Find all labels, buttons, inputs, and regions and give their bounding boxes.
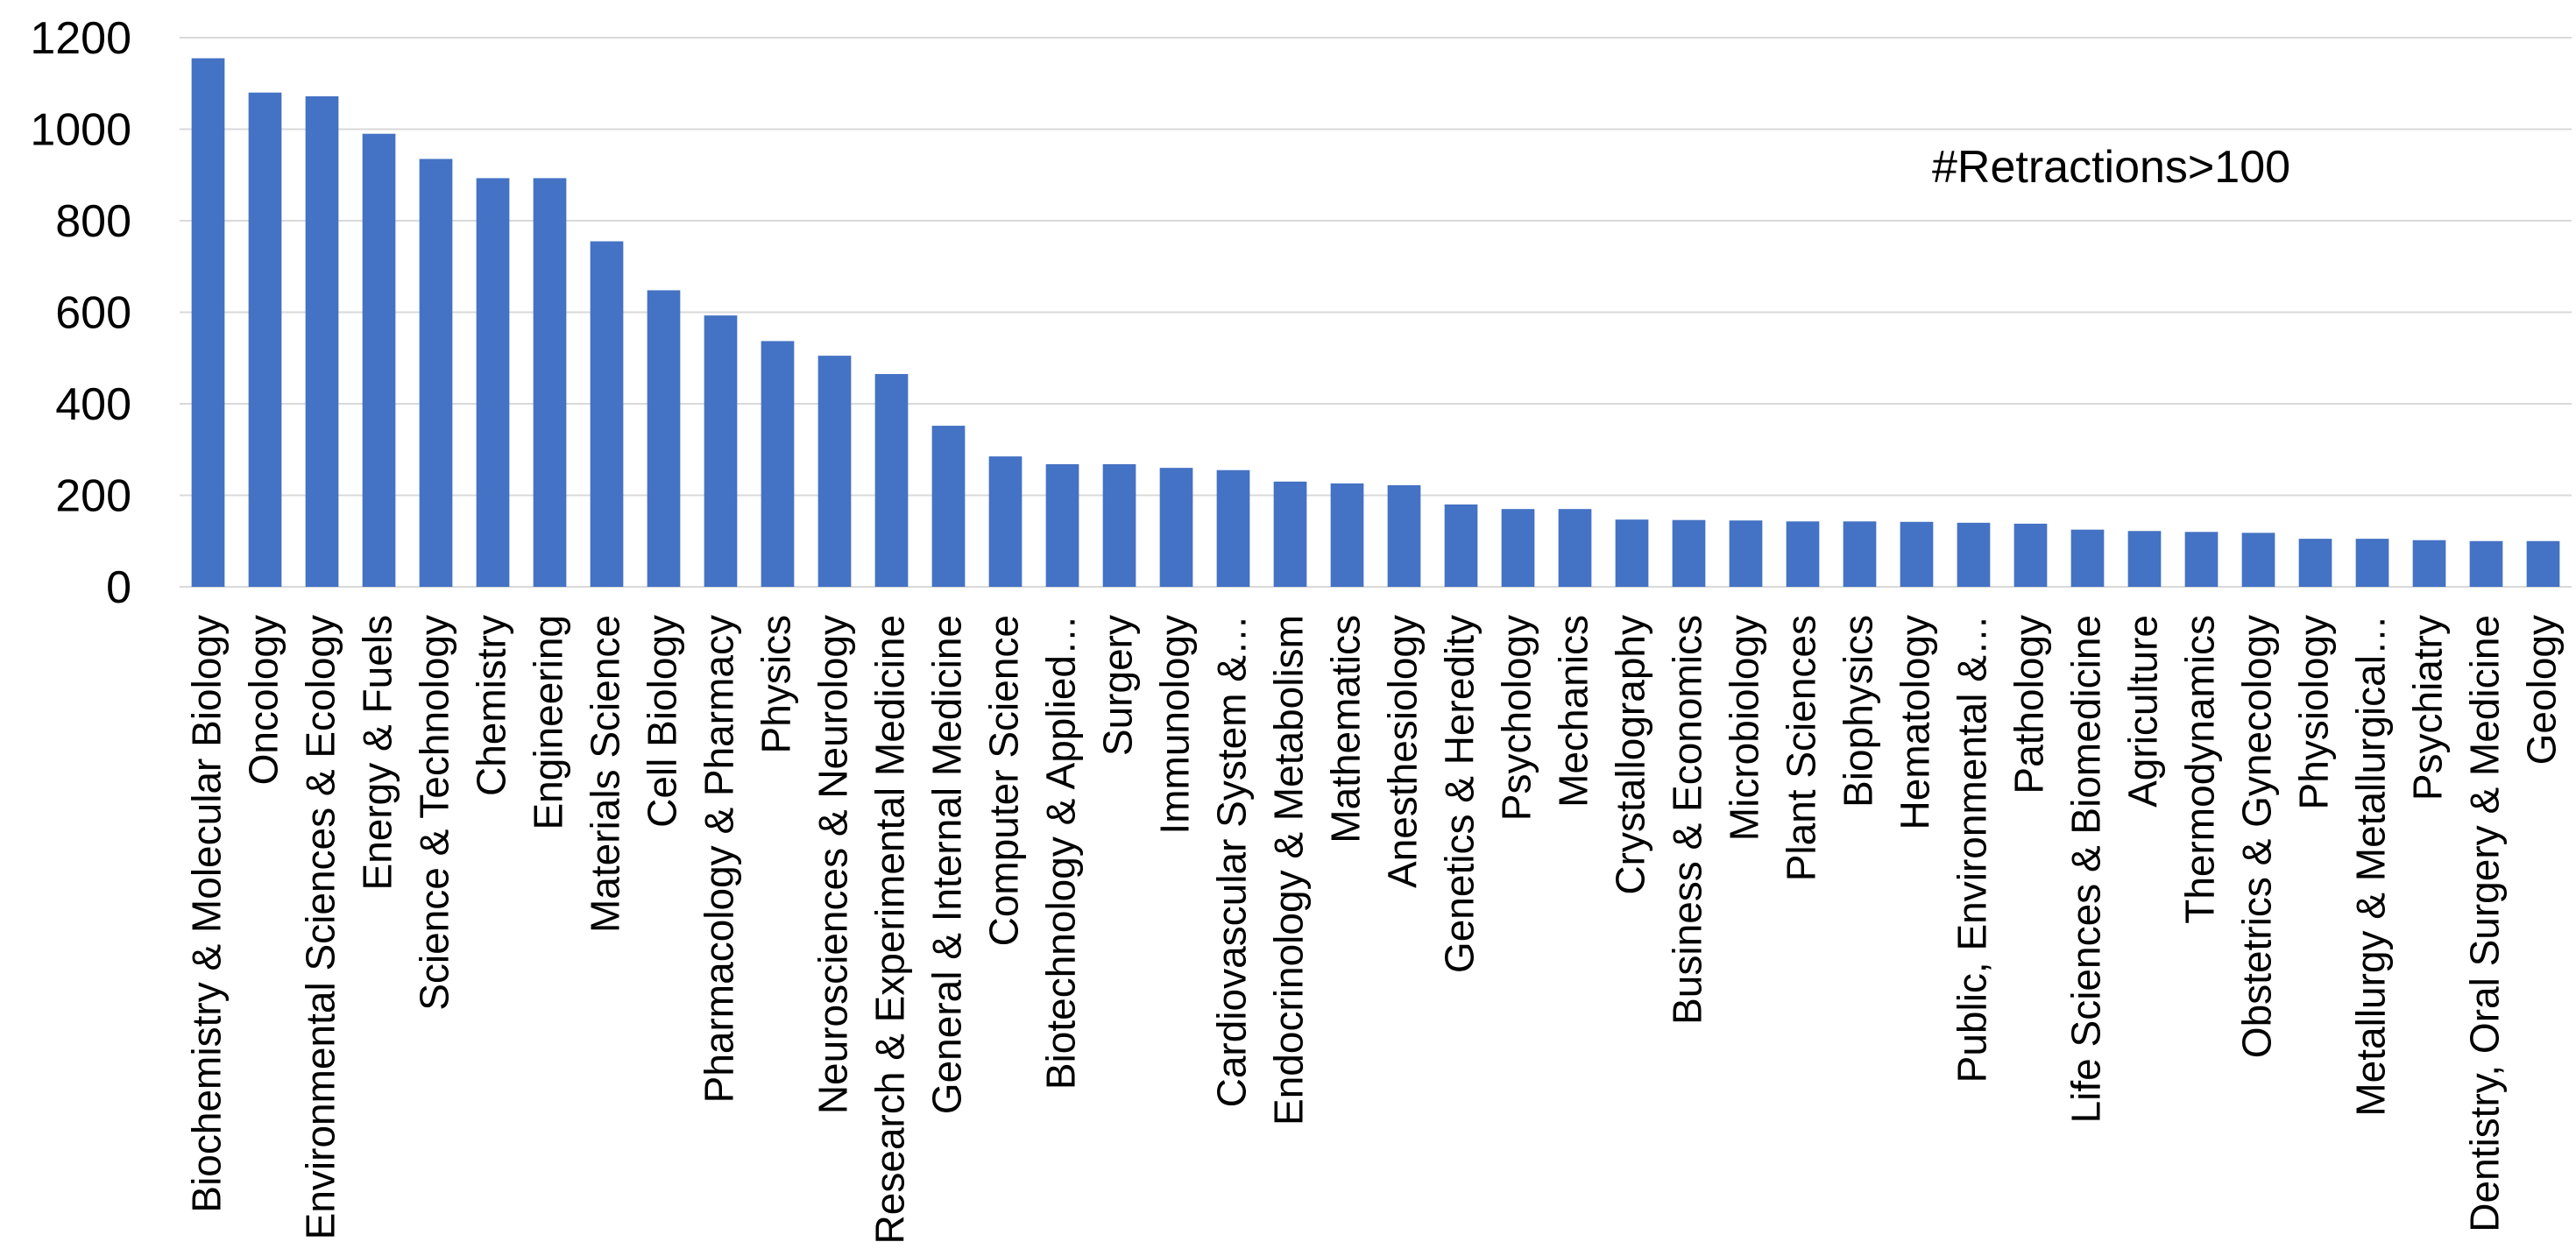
x-category-label: Obstetrics & Gynecology: [2234, 615, 2280, 1058]
y-tick-label: 800: [55, 196, 131, 247]
y-tick-label: 400: [55, 379, 131, 430]
x-category-label: Physics: [754, 615, 799, 753]
x-category-label: Microbiology: [1722, 615, 1767, 841]
y-tick-label: 1000: [30, 105, 131, 156]
x-category-label: Energy & Fuels: [355, 615, 400, 890]
bar: [931, 426, 966, 587]
x-category-label: Genetics & Heredity: [1437, 615, 1483, 973]
x-category-label: Neurosciences & Neurology: [810, 615, 856, 1114]
gridlines: [180, 37, 2572, 588]
x-category-label: Mechanics: [1551, 615, 1596, 808]
bar: [2184, 532, 2219, 587]
x-category-label: Biophysics: [1836, 615, 1881, 808]
x-category-label: Thermodynamics: [2177, 615, 2223, 924]
bar: [1102, 463, 1136, 587]
x-category-label: Computer Science: [981, 615, 1027, 946]
bar: [2469, 540, 2503, 587]
x-category-label: Public, Environmental &…: [1950, 615, 1995, 1083]
x-category-label: Endocrinology & Metabolism: [1266, 615, 1312, 1126]
x-category-label: General & Internal Medicine: [924, 615, 970, 1114]
x-category-label: Agriculture: [2120, 615, 2166, 808]
bar: [1558, 509, 1592, 587]
bar: [590, 241, 624, 587]
bar: [362, 133, 396, 588]
bar: [874, 374, 909, 587]
bar: [533, 178, 567, 587]
bar: [2013, 523, 2048, 587]
x-category-label: Dentistry, Oral Surgery & Medicine: [2462, 615, 2508, 1232]
x-category-label: Research & Experimental Medicine: [867, 615, 913, 1244]
x-category-label: Engineering: [526, 615, 571, 830]
x-category-label: Science & Technology: [412, 615, 457, 1011]
x-category-label: Physiology: [2291, 615, 2337, 809]
bar: [305, 95, 339, 587]
bar: [191, 58, 225, 587]
x-category-label: Psychiatry: [2405, 615, 2451, 801]
bar: [2355, 539, 2389, 587]
bar: [476, 178, 510, 587]
x-category-label: Anesthesiology: [1380, 615, 1426, 888]
x-category-label: Business & Economics: [1665, 615, 1710, 1025]
x-category-label: Immunology: [1152, 615, 1198, 835]
y-axis-tick-labels: 0 200 400 600 800 1000 1200: [30, 13, 131, 613]
bar: [1729, 520, 1763, 587]
bar: [1957, 522, 1991, 587]
x-category-label: Biochemistry & Molecular Biology: [184, 615, 230, 1213]
bar: [1786, 521, 1820, 587]
bar: [1843, 521, 1877, 587]
bar: [1045, 463, 1079, 587]
bar: [2526, 540, 2560, 587]
bars: [191, 58, 2560, 588]
y-tick-label: 600: [55, 288, 131, 339]
bar: [1444, 504, 1478, 587]
x-category-label: Psychology: [1494, 615, 1539, 821]
bar: [248, 92, 282, 587]
bar: [1615, 519, 1649, 587]
bar: [1159, 468, 1193, 587]
bar: [2298, 539, 2332, 587]
bar: [1501, 509, 1535, 587]
y-tick-label: 0: [106, 562, 131, 613]
bar: [2070, 529, 2105, 587]
x-category-label: Life Sciences & Biomedicine: [2063, 615, 2109, 1123]
x-category-label: Crystallography: [1608, 615, 1653, 895]
bar: [647, 290, 681, 587]
x-category-label: Surgery: [1095, 615, 1141, 756]
bar: [1900, 521, 1934, 587]
bar: [761, 341, 795, 587]
x-category-label: Pathology: [2006, 615, 2052, 794]
bar: [419, 159, 453, 587]
x-category-label: Oncology: [241, 615, 287, 785]
bar: [2241, 533, 2275, 587]
chart-annotation: #Retractions>100: [1932, 142, 2290, 193]
bar: [1387, 485, 1421, 587]
x-category-label: Metallurgy & Metallurgical…: [2348, 615, 2394, 1117]
x-category-label: Geology: [2519, 615, 2565, 765]
bar: [988, 456, 1023, 587]
x-category-label: Chemistry: [469, 615, 514, 796]
y-tick-label: 1200: [30, 13, 131, 64]
bar: [1672, 519, 1706, 587]
x-axis-category-labels: Biochemistry & Molecular Biology Oncology…: [184, 615, 2565, 1244]
bar: [704, 315, 738, 587]
bar: [1273, 481, 1307, 587]
x-category-label: Biotechnology & Applied…: [1038, 615, 1084, 1090]
bar: [2412, 540, 2446, 587]
x-category-label: Plant Sciences: [1779, 615, 1824, 881]
bar: [1330, 483, 1364, 587]
bar: [2127, 531, 2162, 587]
x-category-label: Materials Science: [583, 615, 628, 933]
x-category-label: Environmental Sciences & Ecology: [298, 615, 343, 1239]
y-tick-label: 200: [55, 471, 131, 522]
x-category-label: Pharmacology & Pharmacy: [697, 615, 742, 1103]
bar: [817, 356, 852, 587]
x-category-label: Hematology: [1893, 615, 1938, 829]
bar: [1216, 469, 1250, 587]
x-category-label: Mathematics: [1323, 615, 1369, 843]
x-category-label: Cardiovascular System &…: [1209, 615, 1255, 1107]
x-category-label: Cell Biology: [640, 615, 685, 828]
